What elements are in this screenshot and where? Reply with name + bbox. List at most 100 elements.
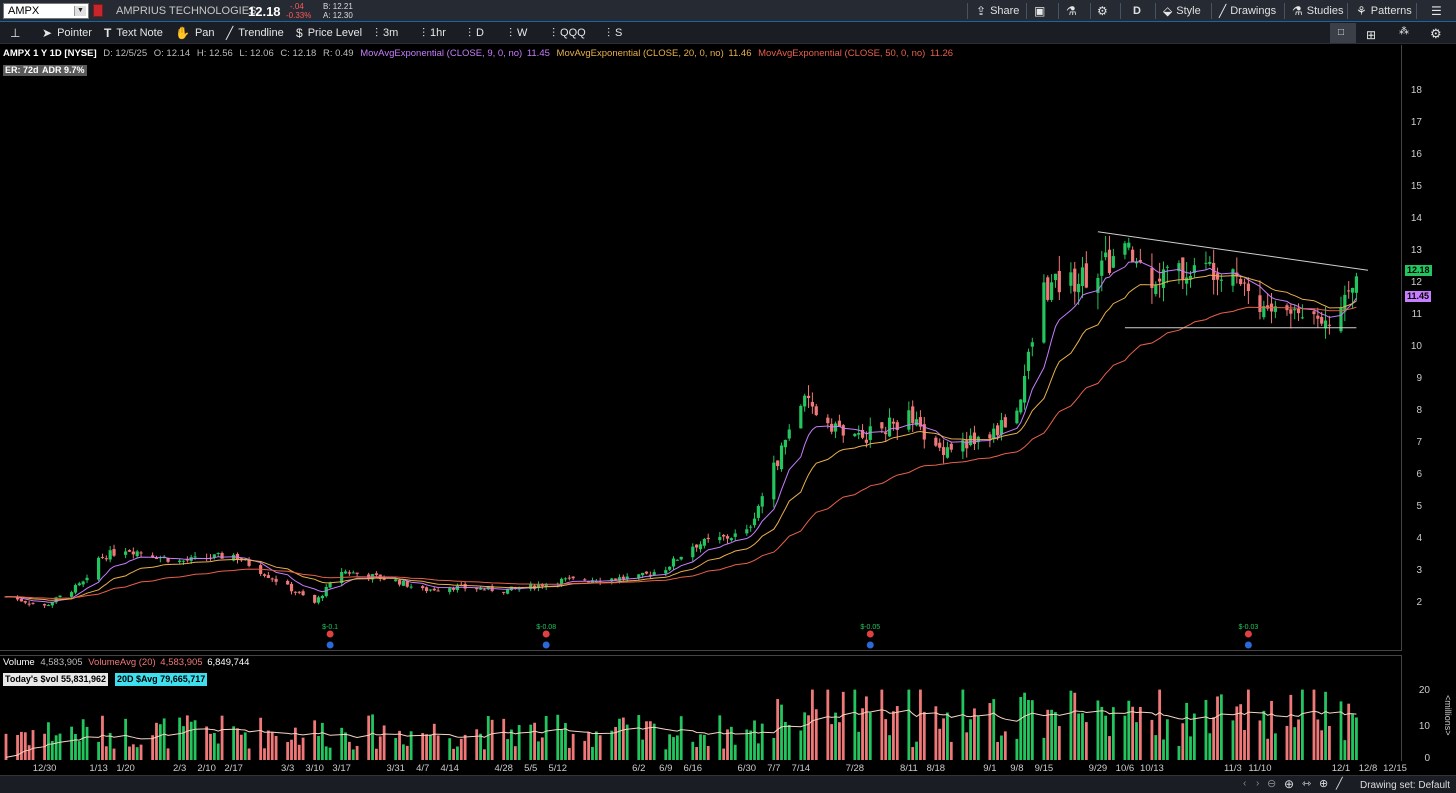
pan-arrows-icon[interactable]: ⇿ [1302,778,1312,790]
candle-body [58,595,62,598]
drawing-set-label[interactable]: Drawing set: Default [1360,780,1451,791]
time-tick: 12/15 [1383,763,1407,774]
volume-bar [1320,730,1324,760]
scroll-right-icon[interactable]: › [1256,778,1260,789]
style-button[interactable]: ⬙ Style [1163,4,1201,18]
volume-bar [961,689,965,760]
symbol-qqq[interactable]: ⫶ QQQ [552,26,586,40]
volume-bar [1355,717,1358,760]
todays-dollar-volume: Today's $vol 55,831,962 [3,673,109,686]
candle-body [1107,249,1112,274]
candle-body [23,601,27,603]
chevron-down-icon[interactable]: ▼ [74,6,86,16]
studies-button[interactable]: ⚗ Studies [1292,4,1344,18]
time-tick: 2/10 [197,763,216,774]
candle-body [772,462,776,500]
volume-bar [85,726,89,760]
price-level-tool[interactable]: $ Price Level [296,26,363,40]
crosshair-icon[interactable]: ⊕ [1319,778,1329,790]
tf-w[interactable]: ⫶ W [509,26,528,40]
candle-body [401,580,406,586]
menu-button[interactable]: ☰ [1431,0,1442,22]
candle-body [679,556,683,560]
trendline-tool[interactable]: ╱ Trendline [226,26,284,40]
candle-body [563,578,568,580]
time-tick: 7/28 [845,763,865,774]
volume-bar [483,749,486,760]
settings-button[interactable]: ⚙ [1097,0,1108,22]
candle-body [756,506,760,518]
candle-body [73,585,78,593]
volume-bar [1328,725,1331,760]
candle-body [448,588,452,592]
zoom-out-icon[interactable]: ⊖ [1267,778,1277,790]
candle-body [247,559,251,566]
candle-body [301,591,305,596]
time-tick: 1/13 [89,763,108,774]
snapshot-button[interactable]: ▣ [1034,0,1045,22]
share-button[interactable]: ⇪ Share [976,4,1020,18]
flask-button[interactable]: ⚗ [1066,0,1077,22]
dividend-label: $-0.05 [860,624,880,631]
price-chart[interactable]: $-0.1 $-0.08 $-0.05 $-0.03 AMPX 1 Y 1D [NYS… [0,45,1402,651]
volume-bar [1189,736,1192,760]
chart-settings-button[interactable]: ⚙ [1430,25,1442,43]
candle-body [289,583,294,592]
pointer-tool[interactable]: ➤ Pointer [42,26,92,40]
candle-body [733,533,737,537]
volume-bar [895,706,899,760]
volume-bar [1273,733,1277,760]
volume-bar [108,732,112,760]
grid-view-button[interactable]: ⊞ [1366,26,1376,44]
price-tick: 3 [1416,565,1422,576]
volume-bar [517,725,521,760]
tf-3m[interactable]: ⫶ 3m [375,26,399,40]
zoom-in-icon[interactable]: ⊕ [1284,777,1295,791]
volume-axis[interactable]: 20 10 0 <millions> [1403,655,1456,764]
volume-avg2-value: 6,849,744 [207,657,250,668]
aggregation-button[interactable]: D [1133,5,1141,17]
candle-body [571,576,575,579]
candle-body [1354,276,1359,293]
candle-body [907,410,911,430]
candle-body [27,603,31,605]
volume-bar [560,729,563,760]
volume-bar [1027,699,1030,760]
drawing-icon[interactable]: ╱ [1336,778,1343,790]
text-note-tool[interactable]: T Text Note [104,26,163,40]
link-color-icon[interactable] [93,4,103,17]
volume-bar [432,723,436,760]
volume-bar [706,745,710,760]
volume-bar [320,722,324,760]
drawings-button[interactable]: ╱ Drawings [1219,4,1277,18]
candle-body [1192,265,1196,273]
candle-body [614,578,618,580]
symbol-s[interactable]: ⫶ S [607,26,623,40]
patterns-button[interactable]: ⚘ Patterns [1356,4,1412,18]
time-tick: 10/13 [1140,763,1164,774]
scroll-left-icon[interactable]: ‹ [1243,778,1247,789]
all-view-button[interactable]: ⁂ [1399,26,1409,37]
candle-body [1158,278,1162,282]
volume-bar [1289,694,1293,760]
price-axis[interactable]: 18 17 16 15 14 13 12 11 10 9 8 7 6 5 4 3 2 12.18 11.45 [1403,45,1456,651]
symbol-input[interactable]: AMPX ▼ [3,3,89,19]
volume-chart[interactable]: Volume 4,583,905 VolumeAvg (20) 4,583,90… [0,655,1402,761]
time-tick: 11/10 [1248,763,1272,774]
tf-d[interactable]: ⫶ D [468,26,484,40]
tf-1hr[interactable]: ⫶ 1hr [422,26,446,40]
volume-bar [540,737,544,760]
pan-tool[interactable]: ✋ Pan [175,26,215,40]
candle-body [424,587,429,592]
pin-button[interactable]: ⊥ [10,22,20,44]
ma20-label: MovAvgExponential (CLOSE, 20, 0, no) [556,48,724,59]
drawing-toolbar: ⊥ ➤ Pointer T Text Note ✋ Pan ╱ Trendline $ P… [0,22,1456,44]
time-axis[interactable]: 12/30 1/13 1/20 2/3 2/10 2/17 3/3 3/10 3/17 3/31 4… [0,761,1407,775]
price-level-icon: $ [296,26,303,40]
volume-bar [922,711,926,760]
volume-bar [814,709,818,760]
volume-bar [722,748,726,760]
single-view-button[interactable]: □ [1330,23,1356,43]
candle-body [1350,287,1355,293]
divider [1284,3,1285,19]
